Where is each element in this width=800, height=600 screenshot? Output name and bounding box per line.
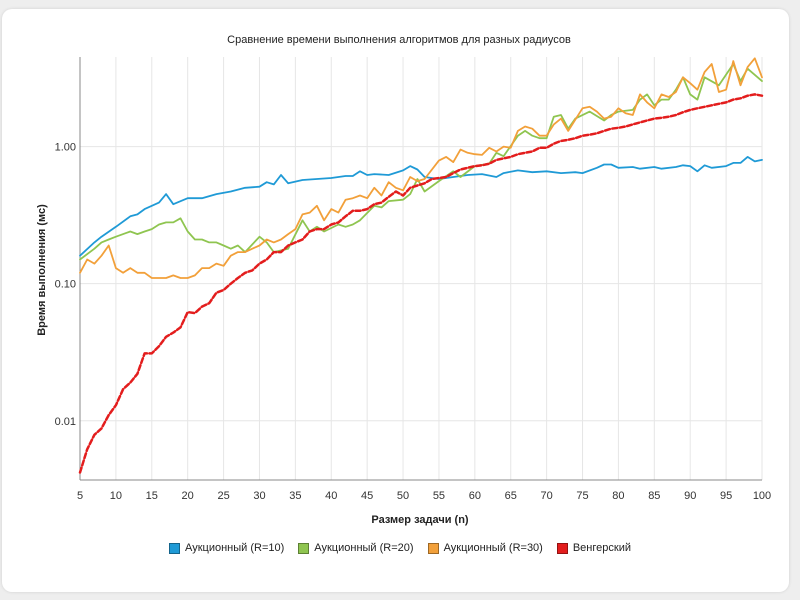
legend: Аукционный (R=10) Аукционный (R=20) Аукцио… bbox=[0, 542, 800, 554]
grid-lines bbox=[79, 57, 763, 480]
legend-swatch bbox=[169, 542, 180, 554]
series-line-4 bbox=[78, 93, 764, 474]
legend-label: Венгерский bbox=[572, 542, 631, 554]
y-tick-label: 0.10 bbox=[55, 279, 76, 291]
legend-swatch bbox=[298, 542, 310, 554]
x-axis-title: Размер задачи (n) bbox=[371, 514, 469, 526]
series-line-1 bbox=[79, 156, 763, 257]
x-tick-label: 55 bbox=[433, 490, 445, 502]
legend-label: Аукционный (R=20) bbox=[314, 542, 414, 554]
x-tick-label: 60 bbox=[469, 490, 481, 502]
x-tick-label: 25 bbox=[217, 490, 229, 502]
x-tick-label: 70 bbox=[541, 490, 553, 502]
x-tick-label: 40 bbox=[325, 490, 337, 502]
legend-item[interactable]: Аукционный (R=10) bbox=[169, 542, 284, 554]
y-axis-title: Время выполнения (мс) bbox=[36, 204, 48, 336]
y-tick-label: 0.01 bbox=[55, 416, 76, 428]
chart-card bbox=[2, 9, 789, 592]
legend-label: Аукционный (R=10) bbox=[185, 542, 285, 554]
legend-swatch bbox=[427, 542, 439, 554]
x-tick-label: 30 bbox=[253, 490, 265, 502]
x-tick-label: 5 bbox=[77, 490, 83, 502]
x-tick-label: 95 bbox=[720, 490, 732, 502]
axes bbox=[79, 57, 762, 481]
x-tick-label: 20 bbox=[182, 490, 194, 502]
x-tick-label: 90 bbox=[684, 490, 696, 502]
legend-swatch bbox=[556, 542, 568, 554]
chart-title: Сравнение времени выполнения алгоритмов … bbox=[227, 34, 571, 46]
legend-item[interactable]: Аукционный (R=20) bbox=[298, 542, 414, 554]
x-tick-label: 65 bbox=[505, 490, 517, 502]
x-tick-label: 50 bbox=[397, 490, 409, 502]
x-tick-label: 85 bbox=[648, 490, 660, 502]
series-lines bbox=[78, 57, 764, 474]
y-tick-label: 1.00 bbox=[55, 142, 76, 154]
x-tick-label: 75 bbox=[576, 490, 588, 502]
legend-item[interactable]: Венгерский bbox=[556, 542, 631, 554]
x-tick-label: 10 bbox=[110, 490, 122, 502]
legend-item[interactable]: Аукционный (R=30) bbox=[427, 542, 543, 554]
x-tick-label: 15 bbox=[146, 490, 158, 502]
x-tick-label: 80 bbox=[612, 490, 624, 502]
x-tick-label: 100 bbox=[753, 490, 771, 502]
series-line-3 bbox=[79, 57, 763, 279]
series-line-2 bbox=[79, 63, 763, 261]
x-tick-label: 45 bbox=[361, 490, 373, 502]
legend-label: Аукционный (R=30) bbox=[443, 542, 543, 554]
tick-labels: 5 10 15 20 25 30 35 40 45 50 55 60 65 70 75 80 85 90 95 100… bbox=[55, 142, 772, 502]
x-tick-label: 35 bbox=[289, 490, 301, 502]
